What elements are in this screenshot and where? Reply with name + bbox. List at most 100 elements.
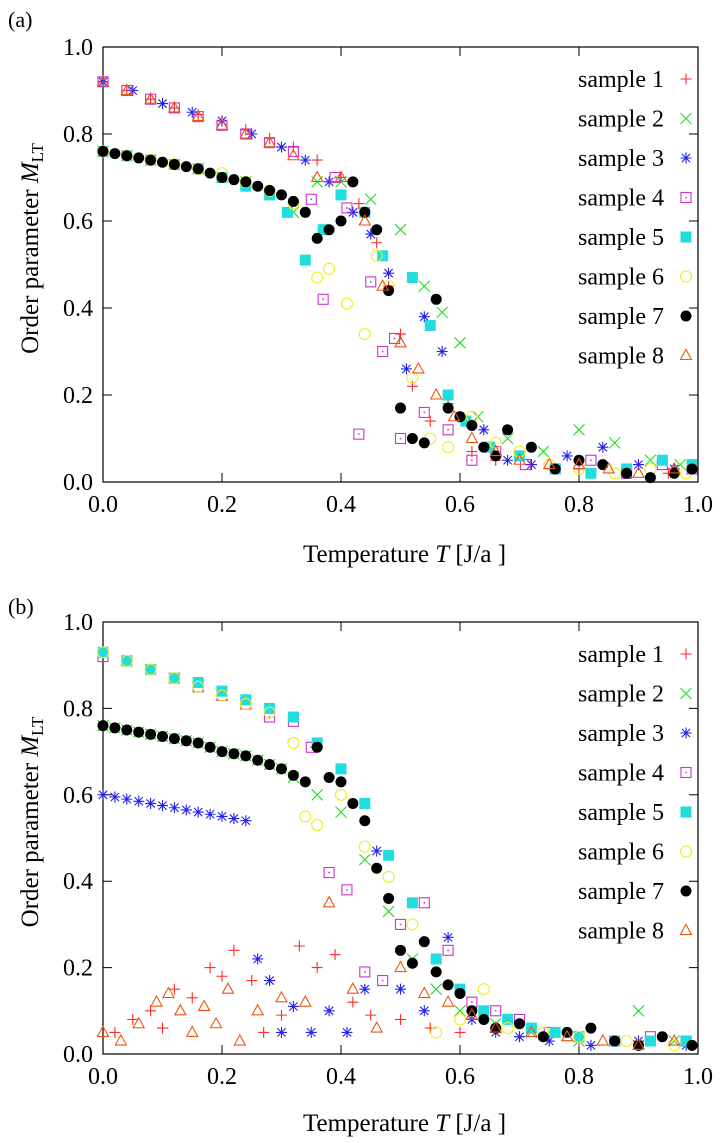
data-point	[299, 206, 311, 218]
data-point	[478, 441, 490, 453]
data-point	[686, 1039, 698, 1051]
data-point	[454, 1004, 466, 1017]
data-point	[633, 459, 644, 471]
data-point	[680, 1035, 692, 1047]
data-point	[418, 897, 430, 909]
data-point	[347, 176, 359, 188]
data-point	[323, 224, 335, 236]
data-point	[180, 804, 192, 816]
data-point	[233, 1033, 247, 1046]
legend-marker	[679, 270, 693, 283]
data-point	[537, 445, 550, 458]
data-point	[513, 445, 526, 458]
data-point	[240, 694, 252, 706]
panel-label: (a)	[8, 7, 32, 32]
data-point	[371, 845, 383, 857]
series-8	[96, 74, 681, 478]
data-point	[620, 1034, 633, 1048]
data-point	[359, 206, 371, 218]
data-point	[299, 810, 312, 823]
legend-item: sample 5	[578, 225, 692, 251]
data-point	[335, 215, 347, 227]
data-point	[524, 1025, 538, 1037]
data-point	[264, 185, 276, 197]
data-point	[347, 797, 359, 809]
x-tick-label: 0.2	[207, 492, 237, 518]
data-point	[478, 424, 490, 436]
data-point	[489, 436, 502, 449]
x-axis-label-text: Temperature	[303, 541, 435, 568]
x-axis-label: Temperature T [J/a ]	[303, 541, 506, 568]
x-tick-label: 0.0	[88, 1064, 118, 1090]
legend-item: sample 2	[578, 107, 692, 133]
data-point	[585, 454, 597, 466]
data-point	[560, 1029, 574, 1042]
data-point	[121, 655, 133, 667]
data-point	[454, 988, 466, 1000]
data-point	[334, 788, 348, 801]
x-tick-label: 0.6	[445, 1064, 475, 1090]
legend-item: sample 3	[578, 721, 692, 747]
data-point	[239, 698, 252, 711]
data-point	[120, 654, 133, 667]
data-point	[144, 92, 158, 104]
x-tick-label: 0.4	[326, 1064, 356, 1090]
x-tick-label: 1.0	[683, 492, 713, 518]
data-point	[204, 741, 216, 753]
x-axis-label-units: [J/a ]	[449, 1110, 506, 1137]
data-point	[127, 1013, 139, 1025]
data-point	[484, 441, 496, 453]
data-point	[430, 953, 442, 965]
y-tick-label: 1.0	[63, 35, 93, 61]
data-point	[490, 1005, 502, 1017]
data-point	[371, 237, 383, 249]
data-point	[424, 415, 436, 427]
data-point	[323, 262, 336, 275]
data-point	[632, 1038, 645, 1050]
data-point	[395, 1013, 406, 1025]
data-point	[353, 428, 365, 440]
data-point	[335, 806, 347, 818]
data-point	[311, 232, 323, 244]
data-point	[376, 279, 390, 291]
data-point	[395, 328, 406, 340]
plot-frame	[102, 621, 699, 1055]
data-point	[424, 319, 436, 331]
data-point	[489, 1020, 503, 1033]
data-point	[197, 999, 211, 1012]
data-point	[561, 1026, 573, 1038]
data-point	[418, 406, 430, 418]
data-point	[133, 152, 145, 164]
data-point	[305, 1026, 317, 1038]
data-point	[215, 689, 229, 702]
data-point	[275, 990, 288, 1003]
data-point	[502, 454, 514, 466]
data-point	[209, 1016, 223, 1029]
legend-marker	[680, 152, 692, 164]
data-point	[157, 98, 168, 110]
data-point	[585, 1039, 597, 1051]
data-point	[340, 297, 354, 310]
data-point	[442, 402, 454, 414]
data-point	[168, 672, 181, 685]
data-point	[240, 815, 252, 827]
data-point	[168, 802, 180, 814]
data-point	[323, 176, 335, 188]
data-point	[406, 371, 419, 384]
legend-label: sample 1	[578, 642, 664, 668]
data-point	[334, 170, 348, 183]
y-tick-label: 0.4	[63, 296, 93, 322]
legend-item: sample 6	[578, 840, 693, 866]
x-axis-label-var: T	[435, 541, 451, 568]
data-point	[430, 983, 443, 996]
plot-frame	[102, 46, 699, 483]
x-tick-label: 0.2	[207, 1064, 237, 1090]
data-point	[133, 726, 145, 738]
data-point	[406, 918, 419, 931]
data-point	[358, 840, 371, 853]
data-point	[406, 957, 418, 969]
data-point	[157, 730, 168, 742]
data-point	[542, 457, 556, 470]
panel-b: (b) 0.0 0.2 0.4 0.6 0.8 1.0 0.0 0.2 0.4 0.6 0.8 1.0 T…	[8, 594, 713, 1137]
data-point	[573, 454, 585, 466]
